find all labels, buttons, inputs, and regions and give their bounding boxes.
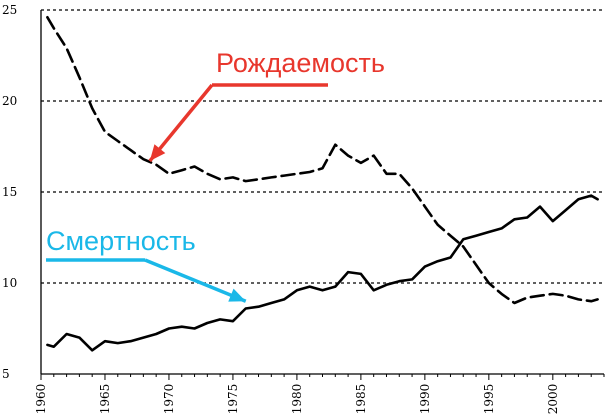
series-lines (46, 15, 599, 352)
annotation-pointer (148, 83, 214, 163)
axes (40, 10, 605, 380)
tick-labels: 5 10 15 20 25 1960 1965 1970 1975 1980 1985 1990 199… (2, 3, 560, 414)
arrowhead-icon (149, 144, 166, 162)
x-tick-label: 1990 (418, 384, 432, 415)
x-tick-label: 1995 (482, 384, 496, 415)
x-tick-label: 2000 (546, 384, 560, 415)
arrowhead-icon (228, 288, 246, 302)
x-tick-label: 1970 (162, 384, 176, 415)
x-tick-label: 1980 (290, 384, 304, 415)
annotation-label: Рождаемость (216, 48, 385, 78)
y-tick-label: 5 (2, 367, 10, 381)
x-tick-label: 1960 (34, 384, 48, 415)
x-tick-label: 1975 (226, 384, 240, 415)
annotation-label: Смертность (46, 226, 196, 256)
y-tick-label: 25 (2, 3, 17, 17)
y-tick-label: 15 (2, 185, 17, 199)
y-tick-label: 20 (2, 94, 17, 108)
annotations: Рождаемость Смертность (46, 48, 385, 303)
series-line-death (46, 194, 599, 352)
gridlines (41, 9, 604, 284)
x-tick-label: 1985 (354, 384, 368, 415)
series-line-birth (46, 15, 599, 305)
x-tick-label: 1965 (98, 384, 112, 415)
annotation-pointer (144, 258, 247, 303)
y-tick-label: 10 (2, 276, 17, 290)
